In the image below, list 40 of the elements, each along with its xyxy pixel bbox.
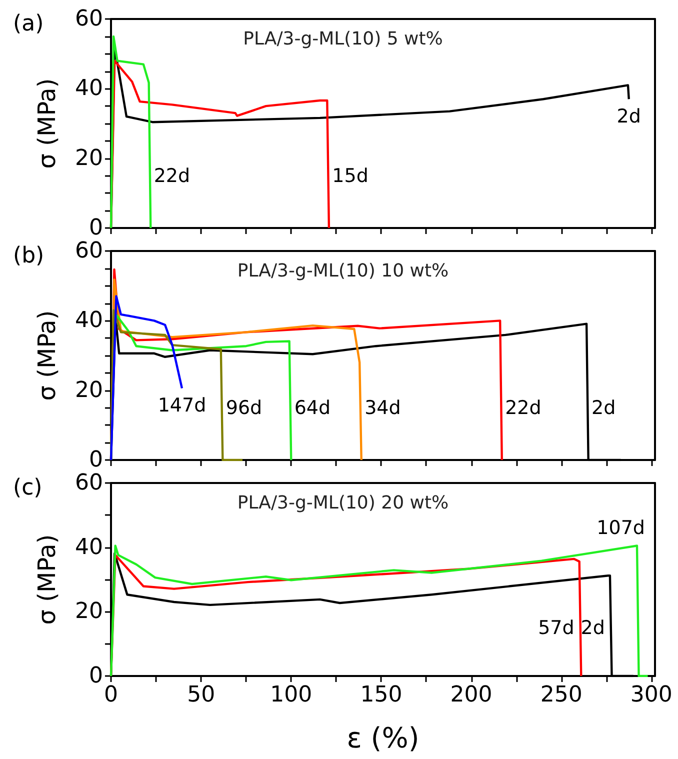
x-tick-label: 150	[360, 682, 402, 708]
y-axis-title: σ (MPa)	[33, 310, 61, 401]
series-label: 96d	[226, 396, 262, 419]
series-label: 107d	[596, 517, 645, 540]
y-tick-label: 40	[75, 308, 103, 334]
series-label: 22d	[154, 164, 190, 187]
chart-title: (b)	[13, 244, 44, 268]
x-tick-label: 300	[630, 682, 672, 708]
y-tick-label: 0	[89, 216, 103, 240]
y-tick-label: 60	[75, 6, 103, 32]
y-tick-label: 40	[75, 76, 103, 102]
y-tick-label: 60	[75, 470, 103, 496]
annotation: PLA/3-g-ML(10) 10 wt%	[237, 260, 449, 282]
series-label: 2d	[580, 616, 605, 639]
x-tick-label: 250	[540, 682, 582, 708]
series-label: 15d	[332, 164, 368, 187]
y-axis-title: σ (MPa)	[33, 78, 61, 169]
y-tick-label: 0	[89, 448, 103, 472]
y-tick-label: 60	[75, 238, 103, 264]
series-label: 2d	[592, 396, 616, 419]
chart-title: (c)	[13, 476, 42, 500]
y-tick-label: 20	[75, 599, 103, 624]
x-axis-title: ε (%)	[346, 722, 420, 754]
series-label: 34d	[364, 396, 401, 419]
annotation: PLA/3-g-ML(10) 20 wt%	[237, 492, 449, 514]
x-tick-label: 100	[270, 682, 312, 708]
annotation: PLA/3-g-ML(10) 5 wt%	[243, 28, 443, 50]
series-label: 147d	[158, 394, 206, 417]
series-label: 57d	[538, 616, 574, 639]
chart-title: (a)	[13, 12, 44, 36]
y-axis-title: σ (MPa)	[33, 534, 61, 625]
series-label: 22d	[505, 396, 542, 419]
y-tick-label: 0	[89, 664, 103, 688]
x-tick-label: 200	[450, 682, 492, 708]
series-label: 64d	[294, 396, 331, 419]
series-label: 2d	[616, 106, 641, 128]
y-tick-label: 40	[75, 534, 103, 560]
x-tick-label: 50	[187, 682, 216, 708]
y-tick-label: 20	[75, 146, 103, 171]
y-tick-label: 20	[75, 378, 103, 403]
